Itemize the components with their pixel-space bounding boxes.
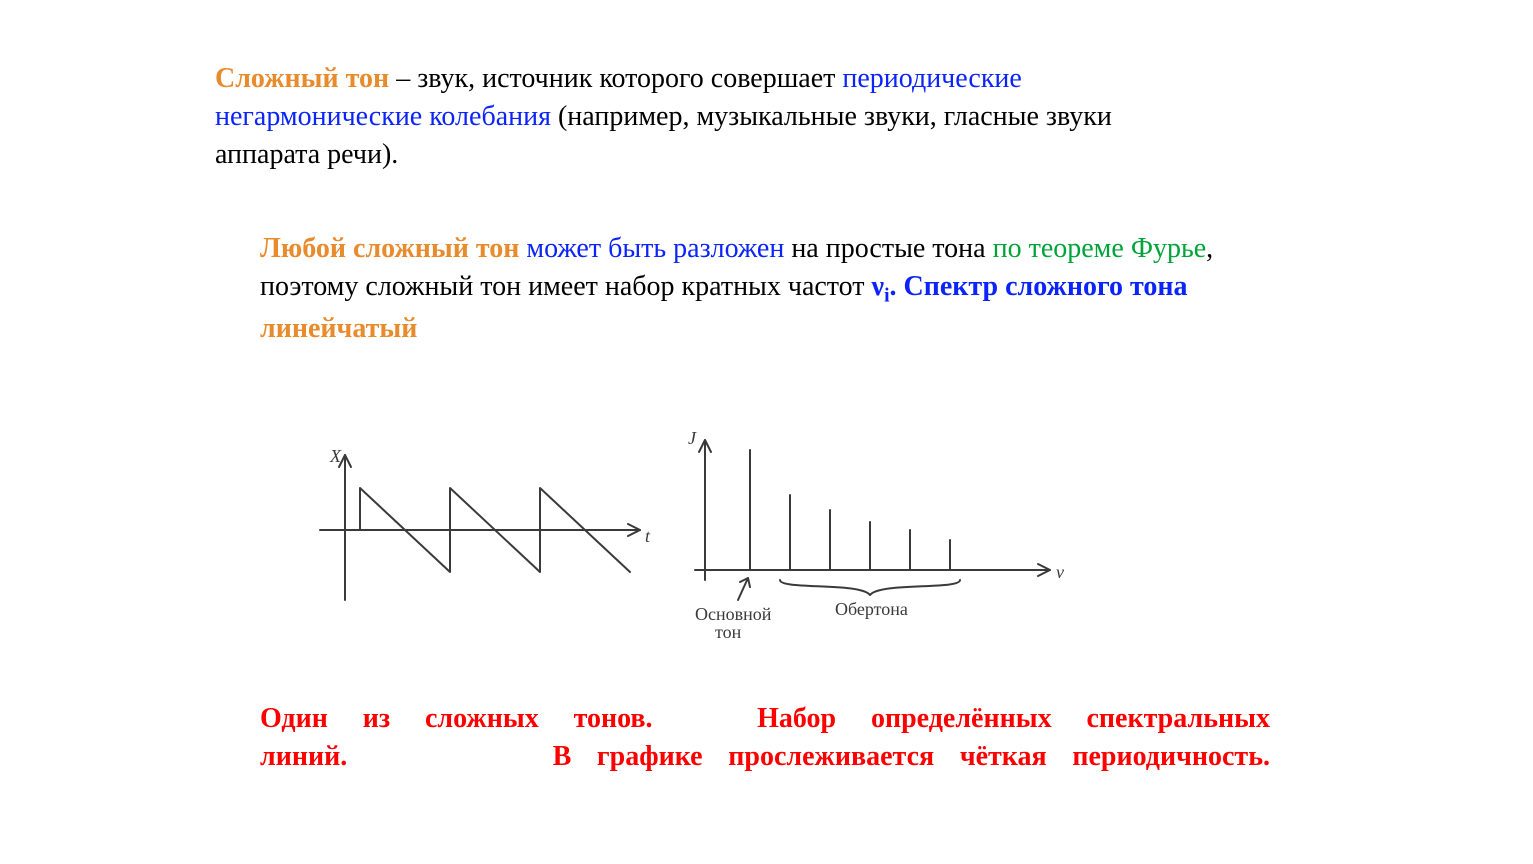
figure-complex-tone: X t J ν [300,420,1080,660]
svg-text:ν: ν [1056,562,1064,582]
fundamental-label-1: Основной [695,604,772,624]
fundamental-label-2: тон [715,622,742,642]
svg-text:t: t [645,526,651,546]
slide: Сложный тон – звук, источник которого со… [0,0,1533,864]
overtone-label: Обертона [835,599,908,619]
svg-text:X: X [329,446,342,466]
fourier-phrase: по теореме Фурье [993,233,1207,264]
waveform-and-spectrum-svg: X t J ν [300,420,1080,660]
caption-l2b: В графике прослеживается чёткая периодич… [553,741,1270,772]
caption-l1b: Набор определённых спектральных [757,703,1270,734]
term-any-complex-tone: Любой сложный тон [260,233,519,264]
nu-symbol: ν [872,271,885,302]
paragraph-fourier: Любой сложный тон может быть разложен на… [260,230,1270,348]
dot-space: . [890,271,904,302]
into-simple: на простые тона [784,233,992,264]
paragraph-definition: Сложный тон – звук, источник которого со… [215,60,1175,173]
caption-l2a: линий. [260,741,347,772]
line-spectrum: линейчатый [260,313,417,344]
spectrum-phrase: Спектр сложного тона [904,271,1188,302]
svg-text:J: J [688,428,697,448]
figure-caption: Один из сложных тонов. Набор определённы… [260,700,1270,776]
dash: – [389,63,417,94]
caption-l1a: Один из сложных тонов. [260,703,653,734]
term-complex-tone: Сложный тон [215,63,389,94]
can-be-decomposed: может быть разложен [519,233,784,264]
def-part-1: звук, источник которого совершает [417,63,842,94]
